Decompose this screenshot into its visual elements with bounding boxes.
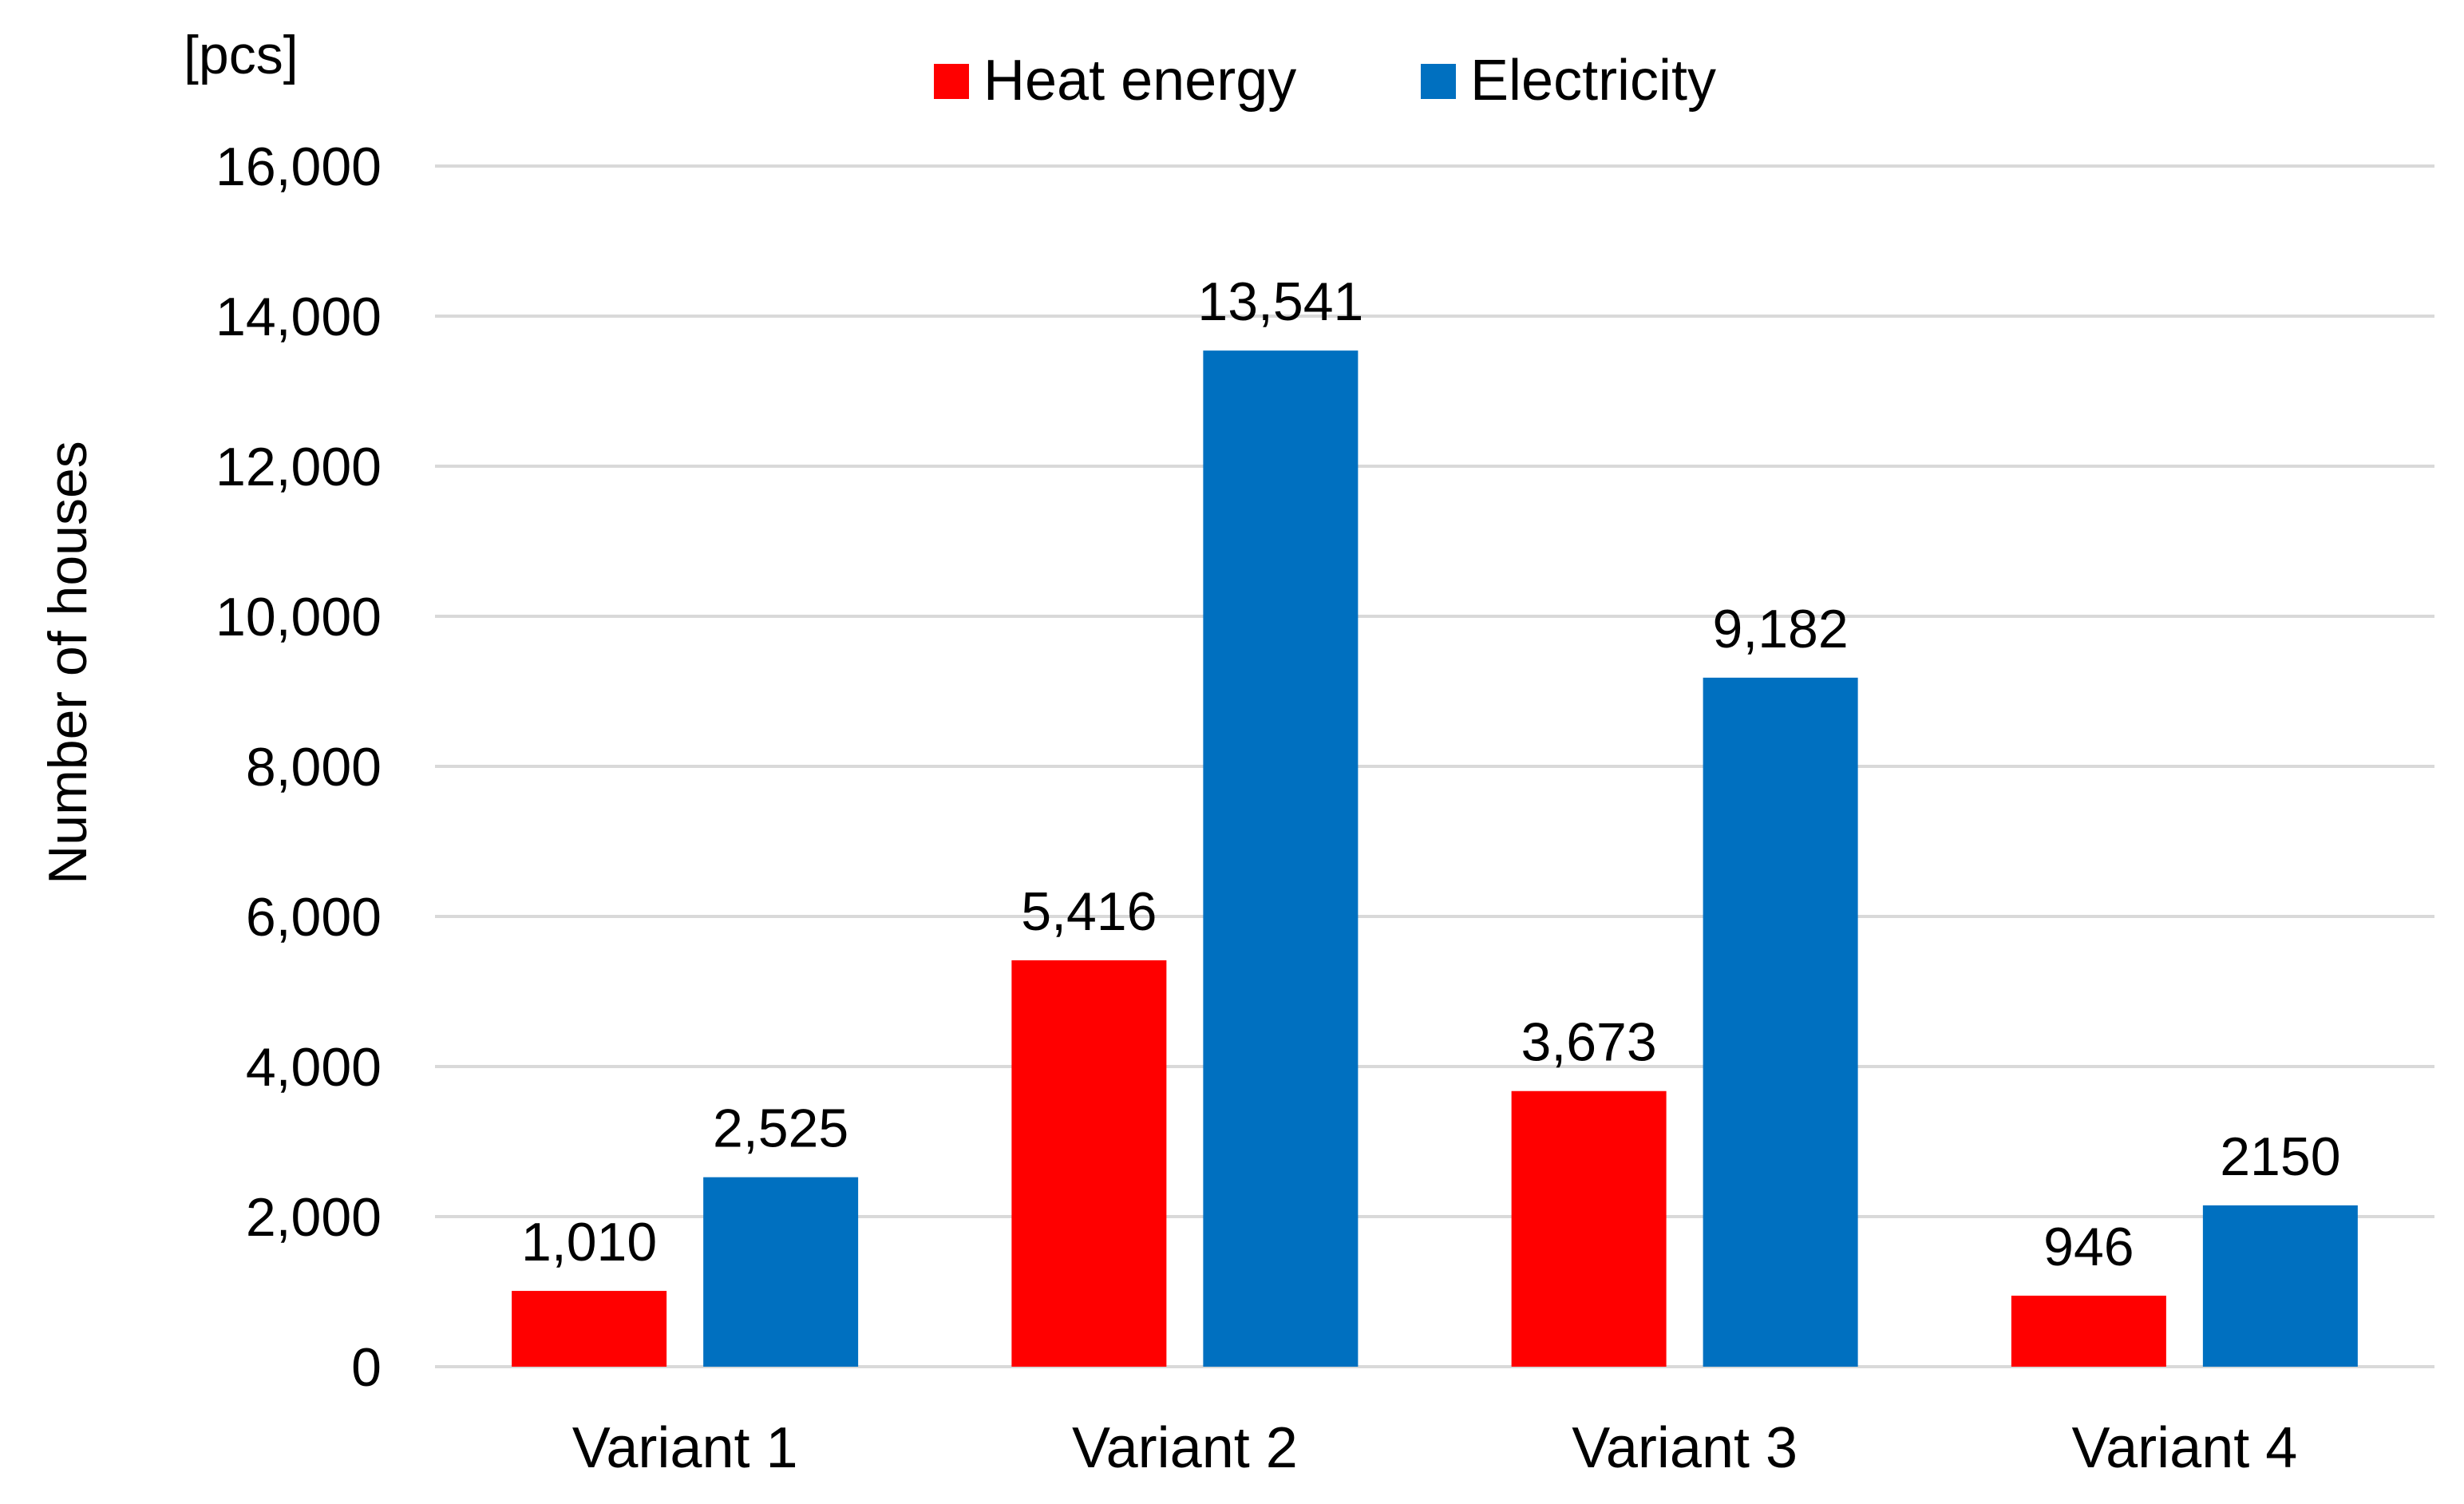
data-label: 946 xyxy=(2043,1217,2134,1277)
legend-label: Electricity xyxy=(1470,49,1716,113)
bar-electricity xyxy=(2202,1205,2358,1367)
y-tick-label: 12,000 xyxy=(216,437,382,497)
y-tick-label: 6,000 xyxy=(246,887,382,948)
bar-heat-energy xyxy=(1511,1090,1667,1367)
legend-swatch xyxy=(1421,64,1456,99)
data-label: 1,010 xyxy=(521,1212,657,1272)
data-labels: 1,010 2,525 5,416 13,541 3,673 9,182 946 2150 xyxy=(521,271,2340,1277)
y-axis-ticks: 0 2,000 4,000 6,000 8,000 10,000 12,000 14,000 1… xyxy=(216,137,382,1398)
y-tick-label: 14,000 xyxy=(216,287,382,347)
y-axis-title: Number of houses xyxy=(38,441,98,885)
x-tick-label: Variant 4 xyxy=(2071,1416,2297,1480)
legend-label: Heat energy xyxy=(983,49,1296,113)
data-label: 13,541 xyxy=(1197,271,1363,332)
unit-label: [pcs] xyxy=(184,25,299,85)
y-tick-label: 8,000 xyxy=(246,737,382,798)
data-label: 9,182 xyxy=(1713,599,1849,659)
y-tick-label: 2,000 xyxy=(246,1187,382,1248)
x-axis-ticks: Variant 1 Variant 2 Variant 3 Variant 4 xyxy=(572,1416,2298,1480)
bar-heat-energy xyxy=(2011,1296,2166,1367)
legend: Heat energy Electricity xyxy=(934,49,1716,113)
data-label: 2,525 xyxy=(713,1098,848,1159)
bar-electricity xyxy=(1203,350,1359,1367)
bars xyxy=(512,350,2358,1367)
x-tick-label: Variant 3 xyxy=(1572,1416,1798,1480)
y-tick-label: 0 xyxy=(351,1337,382,1398)
data-label: 2150 xyxy=(2220,1126,2340,1187)
legend-swatch xyxy=(934,64,969,99)
y-tick-label: 16,000 xyxy=(216,137,382,197)
data-label: 5,416 xyxy=(1021,881,1157,942)
bar-electricity xyxy=(703,1177,859,1367)
data-label: 3,673 xyxy=(1521,1012,1657,1073)
y-tick-label: 10,000 xyxy=(216,587,382,647)
x-tick-label: Variant 2 xyxy=(1072,1416,1298,1480)
bar-heat-energy xyxy=(512,1291,667,1367)
bar-heat-energy xyxy=(1011,960,1167,1367)
x-tick-label: Variant 1 xyxy=(572,1416,798,1480)
y-tick-label: 4,000 xyxy=(246,1037,382,1098)
bar-electricity xyxy=(1703,677,1858,1367)
